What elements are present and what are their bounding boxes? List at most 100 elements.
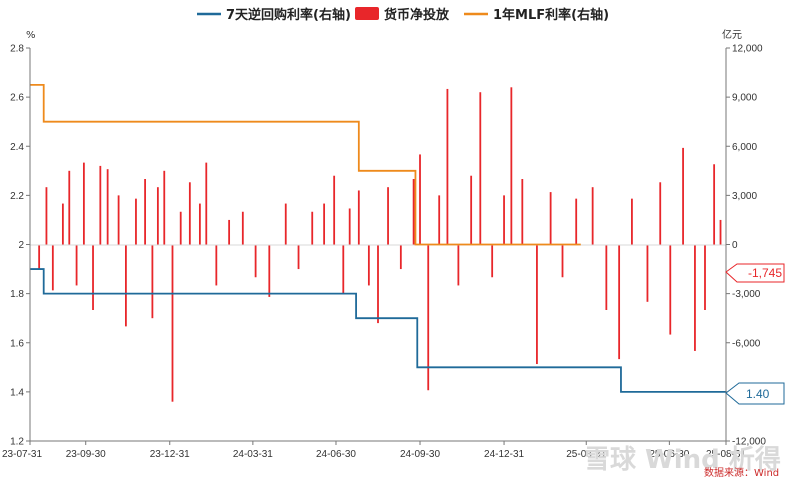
left-axis: 1.2 1.4 1.6 1.8 2 2.2 2.4 2.6 2.8 [10, 44, 30, 448]
right-axis-tick-label: 12,000 [732, 44, 763, 55]
right-axis-tick-label: -6,000 [732, 338, 761, 349]
right-axis-tick-label: 9,000 [732, 93, 757, 104]
left-axis-tick-label: 2.6 [10, 93, 24, 104]
net-injection-bar [704, 245, 706, 311]
net-injection-bar [228, 220, 230, 245]
net-injection-bar [298, 245, 300, 270]
x-axis-tick-label: 24-03-31 [233, 449, 273, 460]
x-axis-tick-label: 24-12-31 [484, 449, 524, 460]
net-injection-bar [510, 87, 512, 244]
net-injection-bar [268, 245, 270, 297]
net-injection-bar [470, 176, 472, 245]
net-injection-bar [68, 171, 70, 245]
net-injection-bar [536, 245, 538, 365]
x-axis-tick-label: 24-09-30 [400, 449, 440, 460]
net-injection-bar [521, 179, 523, 245]
x-axis-tick-label: 23-09-30 [66, 449, 106, 460]
left-axis-tick-label: 2.4 [10, 142, 24, 153]
net-injection-bar [215, 245, 217, 286]
x-axis-tick-label: 23-07-31 [2, 449, 42, 460]
net-injection-bar [255, 245, 257, 278]
net-injection-callout-label: -1,745 [748, 266, 782, 280]
reverse-repo-callout: 1.40 [726, 383, 784, 404]
net-injection-bar [682, 148, 684, 245]
net-injection-bar [605, 245, 607, 311]
left-axis-tick-label: 1.4 [10, 387, 24, 398]
left-axis-tick-label: 1.2 [10, 437, 24, 448]
net-injection-bar [242, 212, 244, 245]
net-injection-bar [400, 245, 402, 270]
net-injection-bar [52, 245, 54, 291]
net-injection-bar [333, 176, 335, 245]
x-axis-tick-label: 24-06-30 [316, 449, 356, 460]
right-axis-tick-label: 6,000 [732, 142, 757, 153]
net-injection-bar [118, 195, 120, 244]
right-axis-tick-label: 0 [732, 240, 738, 251]
net-injection-bar [387, 187, 389, 244]
net-injection-bar [157, 187, 159, 244]
net-injection-bar [491, 245, 493, 278]
net-injection-bar [62, 204, 64, 245]
legend-box-swatch [355, 7, 379, 20]
rate-lines [30, 85, 726, 392]
x-axis-tick-label: 23-12-31 [150, 449, 190, 460]
net-injection-bar [83, 163, 85, 245]
net-injection-bar [125, 245, 127, 327]
right-axis-unit: 亿元 [722, 28, 742, 41]
net-injection-bar [720, 220, 722, 245]
net-injection-bar [647, 245, 649, 302]
reverse-repo-callout-label: 1.40 [746, 387, 770, 401]
net-injection-bar [358, 190, 360, 244]
source-note: 数据来源：Wind [704, 466, 779, 479]
net-injection-bar [631, 199, 633, 245]
net-injection-bar [107, 169, 109, 244]
net-injection-bar [713, 164, 715, 244]
left-axis-tick-label: 2 [18, 240, 24, 251]
net-injection-bar [180, 212, 182, 245]
net-injection-bar [575, 199, 577, 245]
net-injection-bar [323, 204, 325, 245]
net-injection-bar [457, 245, 459, 286]
right-axis-tick-label: -3,000 [732, 289, 761, 300]
net-injection-bar [172, 245, 174, 402]
legend-label: 1年MLF利率(右轴) [493, 7, 609, 23]
net-injection-bar [479, 92, 481, 244]
net-injection-bar [562, 245, 564, 278]
net-injection-bar [349, 208, 351, 244]
net-injection-bar [163, 171, 165, 245]
net-injection-bar [99, 166, 101, 245]
left-axis-tick-label: 2.2 [10, 191, 24, 202]
net-injection-bar [438, 195, 440, 244]
net-injection-bar [342, 245, 344, 294]
net-injection-bar [419, 154, 421, 244]
net-injection-bar [205, 163, 207, 245]
net-injection-bar [285, 204, 287, 245]
net-injection-bar [550, 192, 552, 244]
net-injection-bar [447, 89, 449, 245]
net-injection-bar [151, 245, 153, 319]
net-injection-bar [659, 182, 661, 244]
left-axis-tick-label: 1.6 [10, 338, 24, 349]
net-injection-bar [38, 245, 40, 270]
left-axis-tick-label: 2.8 [10, 44, 24, 55]
net-injection-bar [669, 245, 671, 335]
net-injection-bar [144, 179, 146, 245]
net-injection-bar [189, 182, 191, 244]
net-injection-bar [135, 199, 137, 245]
net-injection-bar [92, 245, 94, 311]
net-injection-bar [592, 187, 594, 244]
net-injection-bar [377, 245, 379, 324]
net-injection-bar [427, 245, 429, 391]
legend-label: 货币净投放 [384, 7, 450, 23]
net-injection-bar [311, 212, 313, 245]
right-axis-tick-label: 3,000 [732, 191, 757, 202]
net-injection-callout: -1,745 [726, 264, 784, 282]
legend: 7天逆回购利率(右轴) 货币净投放 1年MLF利率(右轴) [197, 7, 609, 23]
mlf-rate-line [30, 85, 581, 245]
net-injection-bar [694, 245, 696, 351]
net-injection-bar [46, 187, 48, 244]
net-injection-bar [199, 204, 201, 245]
net-injection-bar [413, 179, 415, 245]
left-axis-unit: % [26, 30, 36, 41]
